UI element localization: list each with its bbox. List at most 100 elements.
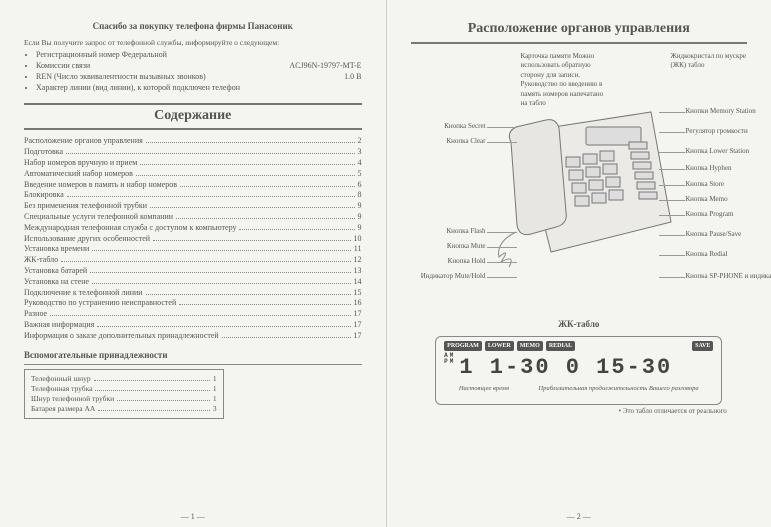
accessory-label: Батарея размера AA	[31, 404, 95, 414]
toc-page: 17	[354, 320, 362, 331]
toc-row: Специальные услуги телефонной компании9	[24, 212, 362, 223]
toc-page: 14	[354, 277, 362, 288]
toc-label: Разное	[24, 309, 47, 320]
accessories-title: Вспомогательные принадлежности	[24, 349, 362, 364]
bullet-item: Характер линии (вид линии), к которой по…	[36, 83, 362, 94]
toc-label: Подготовка	[24, 147, 63, 158]
callout-right: Кнопки Memory Station	[686, 107, 756, 116]
toc-dots	[146, 294, 351, 295]
phone-diagram: Карточка памяти Можно использовать обрат…	[411, 52, 748, 312]
toc-dots	[92, 283, 350, 284]
accessory-qty: 1	[213, 394, 217, 404]
toc-label: Введение номеров в память и набор номеро…	[24, 180, 177, 191]
callout-right: Кнопка Lower Station	[686, 147, 750, 156]
callout-left: Кнопка Mute	[411, 242, 486, 251]
toc-dots	[61, 261, 350, 262]
toc-dots	[92, 250, 351, 251]
intro-bullets: Регистрационный номер Федеральной Комисс…	[36, 50, 362, 93]
accessory-label: Шнур телефонной трубки	[31, 394, 114, 404]
page-left: Спасибо за покупку телефона фирмы Панасо…	[0, 0, 386, 527]
leader-line	[659, 215, 685, 216]
toc-page: 9	[358, 201, 362, 212]
lcd-note-left: Настоящее время	[459, 385, 509, 394]
toc-row: Набор номеров вручную и прием4	[24, 158, 362, 169]
callout-left: Кнопка Hold	[411, 257, 486, 266]
toc-dots	[146, 142, 355, 143]
toc-label: Подключение к телефонной линии	[24, 288, 143, 299]
leader-line	[659, 169, 685, 170]
leader-line	[487, 277, 517, 278]
leader-line	[659, 200, 685, 201]
callout-right: Кнопка Memo	[686, 195, 728, 204]
page-right: Расположение органов управления Карточка…	[386, 0, 771, 527]
toc-page: 11	[354, 244, 362, 255]
callout-left: Кнопка Flash	[411, 227, 486, 236]
toc-title: Содержание	[24, 103, 362, 130]
lcd-digit-text: 1 1-30 0 15-30	[459, 355, 672, 380]
callout-right: Кнопка SP-PHONE и индикатор	[686, 272, 771, 281]
toc-dots	[95, 390, 209, 391]
toc-dots	[136, 175, 355, 176]
toc-dots	[153, 240, 350, 241]
toc-row: Подключение к телефонной линии 15	[24, 288, 362, 299]
accessory-row: Шнур телефонной трубки 1	[31, 394, 217, 404]
leader-line	[659, 112, 685, 113]
toc-label: Специальные услуги телефонной компании	[24, 212, 173, 223]
lcd-label: Жидкокристал по мускре (ЖК) табло	[671, 52, 748, 71]
toc-page: 17	[354, 309, 362, 320]
toc-page: 17	[354, 331, 362, 342]
toc-dots	[97, 326, 350, 327]
toc-page: 15	[354, 288, 362, 299]
toc-label: Установка на стене	[24, 277, 89, 288]
leader-line	[487, 232, 517, 233]
lcd-tag: LOWER	[485, 341, 514, 351]
toc-dots	[239, 229, 354, 230]
toc-list: Расположение органов управления2Подготов…	[24, 136, 362, 341]
toc-page: 3	[358, 147, 362, 158]
lcd-subtitle: ЖК-табло	[411, 318, 748, 330]
leader-line	[659, 277, 685, 278]
toc-row: Установка батарей13	[24, 266, 362, 277]
toc-dots	[67, 196, 355, 197]
toc-dots	[66, 153, 354, 154]
toc-dots	[117, 400, 210, 401]
toc-label: Блокировка	[24, 190, 64, 201]
toc-row: Международная телефонная служба с доступ…	[24, 223, 362, 234]
accessory-label: Телефонный шнур	[31, 374, 91, 384]
leader-line	[487, 247, 517, 248]
thankyou-title: Спасибо за покупку телефона фирмы Панасо…	[24, 20, 362, 32]
leader-line	[659, 132, 685, 133]
leader-line	[659, 185, 685, 186]
toc-label: Набор номеров вручную и прием	[24, 158, 137, 169]
lcd-tag: SAVE	[692, 341, 713, 351]
lcd-digits: AM PM 1 1-30 0 15-30	[444, 353, 713, 383]
bullet-label: Комиссии связи	[36, 61, 289, 72]
toc-label: Без применения телефонной трубки	[24, 201, 147, 212]
toc-page: 6	[358, 180, 362, 191]
toc-row: ЖК-табло12	[24, 255, 362, 266]
ampm-pm: PM	[444, 358, 455, 365]
page-number-left: — 1 —	[0, 512, 386, 523]
callout-left: Кнопка Secret	[411, 122, 486, 131]
bullet-label: REN (Число эквивалентности вызывных звон…	[36, 72, 344, 83]
toc-label: Информация о заказе дополнительных прина…	[24, 331, 219, 342]
callout-right: Кнопка Redial	[686, 250, 728, 259]
callout-left: Индикатор Mute/Hold	[411, 272, 486, 281]
toc-row: Введение номеров в память и набор номеро…	[24, 180, 362, 191]
toc-dots	[222, 337, 351, 338]
lcd-notes: Настоящее время Приблизительная продолжи…	[444, 385, 713, 394]
toc-dots	[50, 315, 350, 316]
toc-label: Международная телефонная служба с доступ…	[24, 223, 236, 234]
right-title: Расположение органов управления	[411, 20, 748, 44]
toc-dots	[150, 207, 355, 208]
toc-label: Руководство по устранению неисправностей	[24, 298, 176, 309]
lcd-tag: REDIAL	[546, 341, 575, 351]
toc-row: Расположение органов управления2	[24, 136, 362, 147]
toc-page: 2	[358, 136, 362, 147]
toc-label: ЖК-табло	[24, 255, 58, 266]
leader-line	[487, 127, 517, 128]
lcd-tag: PROGRAM	[444, 341, 482, 351]
accessory-qty: 1	[213, 374, 217, 384]
toc-row: Установка на стене 14	[24, 277, 362, 288]
leader-line	[659, 255, 685, 256]
